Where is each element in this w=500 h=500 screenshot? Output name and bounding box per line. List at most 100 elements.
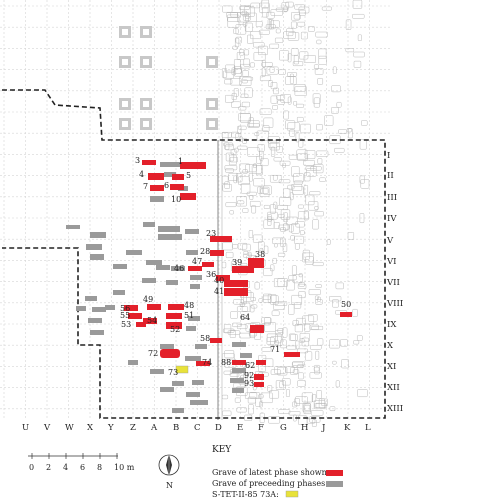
grave-preceding (150, 196, 164, 202)
grave-92 (254, 374, 264, 380)
grave-label: 46 (174, 264, 184, 273)
grave-preceding (90, 232, 106, 238)
grave-preceding (164, 172, 176, 177)
row-label: IV (387, 214, 397, 224)
grave-51 (166, 313, 182, 319)
grave-preceding (186, 392, 200, 397)
grave-preceding (195, 344, 207, 349)
scale-bar: 0 2 4 6 8 10 m (28, 453, 135, 472)
grave-preceding (86, 244, 102, 250)
grave-preceding (142, 278, 156, 283)
grave-label: 48 (184, 301, 194, 310)
scale-tick-label: 8 (97, 463, 102, 472)
grave-50 (340, 312, 352, 317)
column-label: G (280, 423, 287, 433)
grave-3 (142, 160, 156, 165)
grave-38 (248, 258, 264, 268)
graves-latest (124, 160, 352, 387)
grave-preceding (166, 280, 178, 285)
grave-preceding (192, 380, 204, 385)
grave-preceding (126, 250, 142, 255)
row-label: XI (387, 362, 396, 372)
grave-preceding (146, 260, 162, 265)
column-label: U (22, 423, 29, 433)
grave-label: 74 (202, 358, 212, 367)
grave-label: 53 (121, 320, 131, 329)
grave-label: 92 (244, 371, 254, 380)
grave-preceding (172, 408, 184, 413)
grave-49 (147, 304, 161, 310)
grave-4 (148, 173, 164, 180)
grave-40 (224, 280, 248, 287)
grave-label: 28 (200, 247, 210, 256)
column-label: F (258, 423, 264, 433)
grave-7 (150, 185, 164, 191)
grave-preceding (188, 316, 200, 321)
grave-labels: 134 5671023283638394041464748495051525455… (120, 156, 351, 388)
grave-93 (254, 382, 264, 387)
grave-label: 71 (270, 345, 280, 354)
grave-47 (202, 262, 214, 267)
row-label: X (387, 341, 394, 351)
north-label: N (166, 481, 173, 490)
grave-preceding (160, 162, 180, 167)
grave-36 (216, 275, 230, 281)
grave-10 (180, 193, 196, 200)
grave-preceding (185, 356, 201, 361)
column-label: K (344, 423, 351, 433)
grave-6 (170, 184, 184, 190)
grave-label: 58 (200, 334, 210, 343)
grave-label: 55 (120, 311, 130, 320)
grave-label: 39 (232, 258, 242, 267)
grave-label: 6 (164, 181, 169, 190)
grave-preceding (190, 275, 202, 280)
grave-preceding (92, 307, 106, 312)
scale-tick-label: 0 (29, 463, 34, 472)
grave-preceding (186, 250, 198, 255)
grave-preceding (105, 305, 115, 310)
column-label: Z (130, 423, 136, 433)
grave-label: 4 (139, 170, 144, 179)
column-label: W (65, 423, 74, 433)
grave-preceding (232, 388, 244, 393)
grave-46 (188, 266, 202, 271)
legend-title: KEY (212, 445, 232, 455)
grave-53 (136, 322, 146, 327)
legend-preceding-swatch (326, 481, 343, 487)
grave-preceding (160, 387, 174, 392)
grave-preceding (232, 342, 246, 347)
grave-62 (256, 360, 266, 365)
column-label: H (301, 423, 308, 433)
grave-label: 3 (135, 156, 140, 165)
grave-preceding (143, 222, 155, 227)
stone-remains (221, 0, 370, 427)
column-label: A (150, 423, 158, 433)
grave-label: 50 (341, 300, 351, 309)
grave-label: 54 (147, 316, 157, 325)
legend-latest-label: Grave of latest phase shown: (212, 468, 329, 477)
grave-label: 52 (170, 325, 180, 334)
row-label: V (386, 236, 394, 246)
graves-preceding (66, 162, 252, 413)
grave-preceding (185, 229, 199, 234)
grave-preceding (158, 226, 180, 232)
grave-label: 51 (184, 311, 194, 320)
grave-64 (250, 325, 264, 333)
scale-tick-label: 2 (46, 463, 51, 472)
grave-preceding (66, 225, 80, 229)
grave-label: 40 (214, 276, 224, 285)
grave-preceding (190, 284, 200, 289)
row-label: II (387, 171, 394, 181)
grave-label: 72 (148, 349, 158, 358)
scale-tick-label: 10 m (114, 463, 135, 472)
excavation-boundary (2, 89, 386, 419)
column-label: Y (107, 423, 114, 433)
grave-label: 93 (244, 379, 254, 388)
grave-preceding (240, 353, 252, 358)
grave-label: 23 (206, 229, 216, 238)
grave-label: 36 (206, 270, 216, 279)
grave-preceding (171, 266, 185, 271)
grave-preceding (85, 296, 97, 301)
